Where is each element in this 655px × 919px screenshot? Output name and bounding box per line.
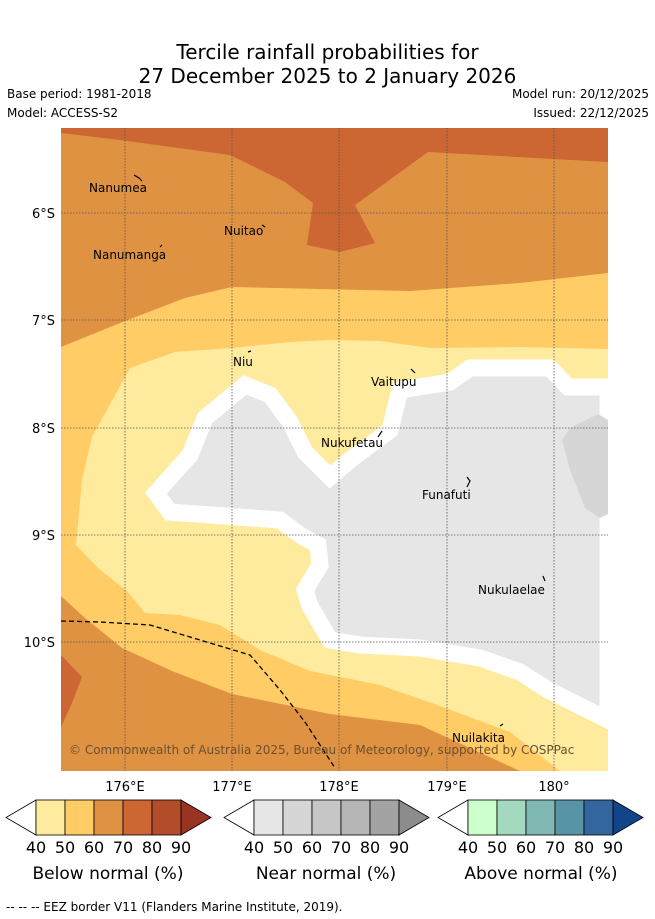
- place-label: Vaitupu: [371, 375, 417, 389]
- colorbar-arrow-low: [223, 799, 255, 836]
- colorbar-segment: [467, 799, 498, 836]
- model-run: Model run: 20/12/2025: [511, 87, 649, 101]
- colorbar-tick-label: 40: [26, 838, 46, 857]
- colorbar-segment: [525, 799, 556, 836]
- graticule: [61, 128, 608, 771]
- island-niu: [247, 350, 252, 353]
- lon-label: 179°E: [427, 780, 467, 795]
- colorbar-arrow-high: [398, 799, 430, 836]
- colorbar-arrow-high: [612, 799, 644, 836]
- zone-near-40: [145, 359, 608, 730]
- above-normal-label: Above normal (%): [464, 864, 618, 884]
- place-label: Nuilakita: [452, 731, 505, 745]
- colorbar-tick-label: 90: [389, 838, 409, 857]
- lon-label: 180°: [538, 780, 569, 795]
- place-label: Nanumanga: [93, 248, 166, 262]
- issued-date: Issued: 22/12/2025: [533, 106, 649, 120]
- colorbar-tick-label: 70: [113, 838, 133, 857]
- colorbar-tick-label: 40: [458, 838, 478, 857]
- colorbar-segment: [496, 799, 527, 836]
- island-nuilakita: [499, 723, 504, 727]
- lon-label: 176°E: [105, 780, 145, 795]
- colorbar-tick-label: 70: [331, 838, 351, 857]
- colorbar-segment: [122, 799, 153, 836]
- island-nukulaelae: [542, 575, 546, 582]
- colorbar-segment: [311, 799, 342, 836]
- colorbar-segment: [282, 799, 313, 836]
- place-label: Nukufetau: [321, 436, 383, 450]
- lat-label: 8°S: [32, 422, 55, 437]
- colorbar-tick-label: 50: [273, 838, 293, 857]
- colorbar-segment: [340, 799, 371, 836]
- colorbar-segment: [151, 799, 182, 836]
- colorbar-segment: [369, 799, 400, 836]
- model-name: Model: ACCESS-S2: [7, 106, 119, 120]
- colorbar-segment: [93, 799, 124, 836]
- colorbar-segment: [583, 799, 614, 836]
- island-vaitupu: [410, 368, 416, 374]
- colorbar-near-normal: 40 50 60 70 80 90: [223, 799, 430, 857]
- colorbar-tick-label: 60: [302, 838, 322, 857]
- colorbar-arrow-high: [180, 799, 212, 836]
- colorbar-tick-label: 80: [574, 838, 594, 857]
- lon-label: 178°E: [319, 780, 359, 795]
- copyright-notice: © Commonwealth of Australia 2025, Bureau…: [69, 743, 574, 757]
- island-nanumanga: [159, 244, 163, 248]
- lat-label: 6°S: [32, 207, 55, 222]
- island-nanumea: [133, 174, 143, 182]
- lon-label: 177°E: [212, 780, 252, 795]
- colorbar-segment: [253, 799, 284, 836]
- colorbar-segment: [64, 799, 95, 836]
- lat-label: 7°S: [32, 314, 55, 329]
- colorbar-arrow-low: [5, 799, 37, 836]
- place-label: Funafuti: [422, 488, 471, 502]
- island-nuitao: [261, 224, 266, 228]
- colorbar-segment: [554, 799, 585, 836]
- colorbar-tick-label: 40: [244, 838, 264, 857]
- colorbar-tick-label: 60: [84, 838, 104, 857]
- islands: [133, 174, 546, 727]
- place-label: Nanumea: [89, 181, 147, 195]
- place-label: Nukulaelae: [478, 583, 545, 597]
- lat-label: 10°S: [24, 636, 55, 651]
- colorbar-tick-label: 80: [360, 838, 380, 857]
- colorbar-arrow-low: [437, 799, 469, 836]
- zone-below-70-south-west: [61, 655, 82, 727]
- map-title-line1: Tercile rainfall probabilities for: [176, 40, 479, 64]
- probability-map: Nanumea Nuitao Nanumanga Niu Vaitupu Nuk…: [61, 128, 608, 771]
- colorbar-tick-label: 50: [487, 838, 507, 857]
- eez-footnote: -- -- -- EEZ border V11 (Flanders Marine…: [6, 900, 343, 914]
- place-label: Niu: [233, 355, 253, 369]
- near-normal-label: Near normal (%): [255, 864, 397, 884]
- zone-below-70-north: [61, 128, 608, 252]
- island-funafuti: [466, 476, 471, 488]
- colorbar-tick-label: 70: [545, 838, 565, 857]
- lat-label: 9°S: [32, 529, 55, 544]
- colorbar-tick-label: 90: [603, 838, 623, 857]
- eez-border: [61, 620, 336, 769]
- island-nukufetau: [377, 430, 383, 438]
- colorbar-tick-label: 90: [171, 838, 191, 857]
- map-title-line2: 27 December 2025 to 2 January 2026: [138, 64, 517, 88]
- colorbar-segment: [35, 799, 66, 836]
- colorbar-above-normal: 40 50 60 70 80 90: [437, 799, 644, 857]
- below-normal-label: Below normal (%): [32, 864, 184, 884]
- colorbar-tick-label: 50: [55, 838, 75, 857]
- colorbar-below-normal: 40 50 60 70 80 90: [5, 799, 212, 857]
- place-label: Nuitao: [224, 224, 263, 238]
- colorbar-tick-label: 60: [516, 838, 536, 857]
- zone-near-50: [562, 414, 608, 518]
- colorbar-tick-label: 80: [142, 838, 162, 857]
- base-period: Base period: 1981-2018: [7, 87, 152, 101]
